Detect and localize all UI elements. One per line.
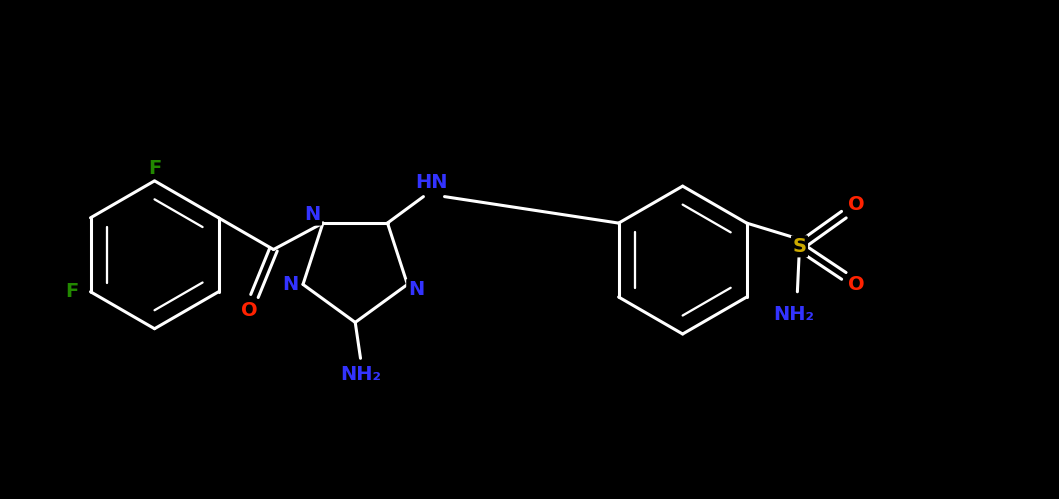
Text: F: F [148,159,161,178]
Text: HN: HN [415,173,448,193]
Text: F: F [65,282,78,301]
Text: O: O [240,301,257,320]
Text: N: N [304,205,321,224]
Text: NH₂: NH₂ [340,365,381,384]
Text: O: O [848,275,865,294]
Text: N: N [282,275,299,294]
Text: S: S [792,237,807,256]
Text: N: N [408,280,424,299]
Text: NH₂: NH₂ [774,305,814,324]
Text: O: O [848,195,865,214]
